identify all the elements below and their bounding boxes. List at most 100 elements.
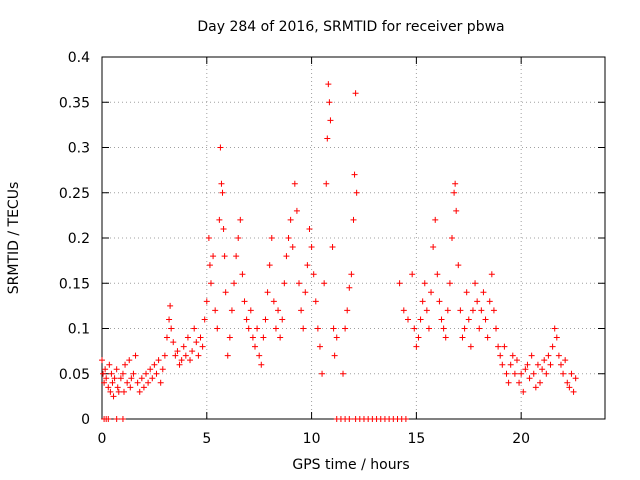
data-point — [351, 171, 358, 178]
data-point — [551, 325, 558, 332]
y-axis-label: SRMTID / TECUs — [6, 182, 22, 295]
data-point — [138, 375, 145, 382]
data-point — [247, 307, 254, 314]
data-point — [402, 416, 409, 422]
data-point — [182, 352, 189, 359]
x-axis-label: GPS time / hours — [292, 457, 409, 473]
data-point — [134, 379, 141, 386]
data-point — [289, 244, 296, 251]
data-point — [105, 384, 112, 391]
data-point — [287, 216, 294, 223]
data-point — [262, 316, 269, 323]
y-tick-label: 0.2 — [68, 231, 90, 247]
data-point — [260, 334, 267, 341]
data-point — [346, 416, 353, 422]
x-tick-label: 0 — [98, 431, 107, 447]
data-point — [532, 384, 539, 391]
data-point — [537, 379, 544, 386]
data-point — [549, 343, 556, 350]
data-point — [304, 262, 311, 269]
data-point — [245, 325, 252, 332]
data-point — [425, 325, 432, 332]
data-point — [258, 361, 265, 368]
data-point — [463, 289, 470, 296]
data-point — [329, 244, 336, 251]
data-point — [342, 325, 349, 332]
data-point — [128, 375, 135, 382]
data-point — [444, 307, 451, 314]
data-point — [110, 393, 117, 400]
data-point — [324, 135, 331, 142]
data-point — [478, 307, 485, 314]
data-point — [219, 189, 226, 196]
data-point — [353, 189, 360, 196]
data-point — [404, 316, 411, 323]
data-point — [493, 325, 500, 332]
data-point — [143, 370, 150, 377]
data-point — [568, 370, 575, 377]
data-point — [482, 316, 489, 323]
data-point — [562, 357, 569, 364]
data-point — [570, 388, 577, 395]
data-point — [256, 352, 263, 359]
data-point — [103, 375, 110, 382]
data-point — [210, 253, 217, 260]
data-point — [432, 216, 439, 223]
data-point — [266, 262, 273, 269]
data-point — [524, 361, 531, 368]
data-point — [490, 307, 497, 314]
data-point — [170, 339, 177, 346]
data-point — [221, 253, 228, 260]
x-tick-label: 10 — [303, 431, 321, 447]
data-point — [505, 379, 512, 386]
data-point — [207, 280, 214, 287]
data-points — [99, 81, 579, 422]
axis-ticks: 0 5 10 15 20 0 0.05 0.1 0.15 0.2 0.25 0.3 0.35 0.4 — [59, 50, 605, 447]
data-point — [193, 339, 200, 346]
data-point — [501, 343, 508, 350]
data-point — [511, 370, 518, 377]
data-point — [149, 375, 156, 382]
data-point — [417, 316, 424, 323]
data-point — [130, 370, 137, 377]
data-point — [222, 289, 229, 296]
data-point — [308, 244, 315, 251]
data-point — [195, 352, 202, 359]
data-point — [283, 253, 290, 260]
data-point — [111, 375, 118, 382]
data-point — [474, 298, 481, 305]
data-point — [233, 253, 240, 260]
data-point — [330, 325, 337, 332]
data-point — [140, 384, 147, 391]
data-point — [526, 375, 533, 382]
data-point — [293, 207, 300, 214]
data-point — [178, 357, 185, 364]
data-point — [449, 235, 456, 241]
data-point — [197, 334, 204, 341]
data-point — [166, 316, 173, 323]
data-point — [237, 216, 244, 223]
data-point — [113, 366, 120, 373]
data-point — [296, 280, 303, 287]
data-point — [147, 366, 154, 373]
x-tick-label: 20 — [512, 431, 530, 447]
data-point — [480, 289, 487, 296]
data-point — [488, 271, 495, 278]
y-tick-label: 0.05 — [59, 367, 90, 383]
data-point — [106, 361, 113, 368]
data-point — [187, 357, 194, 364]
data-point — [534, 361, 541, 368]
data-point — [220, 225, 227, 232]
data-point — [497, 352, 504, 359]
data-point — [163, 334, 170, 341]
data-point — [100, 370, 107, 377]
data-point — [564, 379, 571, 386]
data-point — [228, 307, 235, 314]
y-tick-label: 0.4 — [68, 50, 90, 66]
data-point — [249, 334, 256, 341]
y-tick-label: 0.35 — [59, 95, 90, 111]
data-point — [547, 361, 554, 368]
data-point — [530, 370, 537, 377]
data-point — [326, 99, 333, 106]
chart-title: Day 284 of 2016, SRMTID for receiver pbw… — [197, 19, 504, 35]
